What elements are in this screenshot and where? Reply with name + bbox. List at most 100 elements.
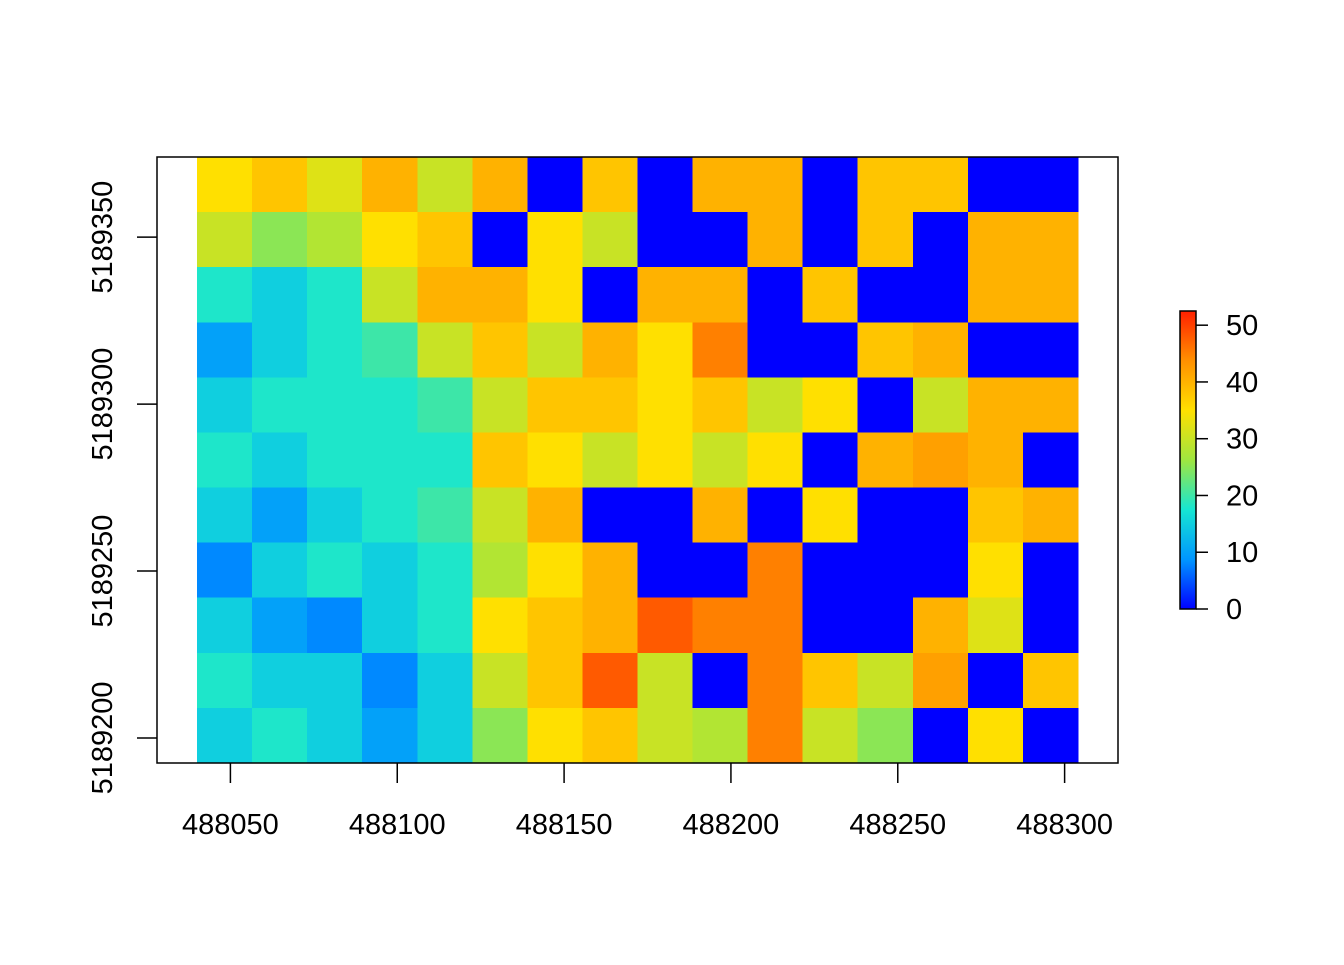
raster-cell — [307, 597, 363, 654]
raster-cell — [1022, 707, 1079, 764]
raster-cell — [747, 267, 804, 323]
raster-cell — [747, 212, 804, 268]
raster-cell — [912, 432, 969, 489]
y-tick-label: 5189200 — [87, 682, 119, 795]
raster-cell — [307, 212, 363, 268]
raster-cell — [362, 652, 418, 709]
raster-cell — [637, 432, 694, 489]
raster-cell — [912, 652, 969, 709]
raster-cell — [857, 322, 914, 378]
raster-cell — [692, 432, 749, 489]
raster-cell — [1022, 432, 1079, 489]
colorbar-tick-label: 10 — [1226, 537, 1258, 569]
raster-cell — [417, 322, 473, 378]
colorbar-tick-label: 50 — [1226, 310, 1258, 342]
raster-cell — [857, 267, 914, 323]
colorbar-tick-label: 20 — [1226, 480, 1258, 512]
raster-cell — [197, 157, 253, 213]
raster-cell — [527, 487, 583, 544]
raster-cell — [307, 157, 363, 213]
raster-cell — [637, 542, 694, 599]
raster-cell — [857, 377, 914, 433]
raster-cell — [307, 377, 363, 433]
raster-cell — [582, 377, 638, 433]
raster-cell — [912, 542, 969, 599]
raster-cell — [1022, 157, 1079, 213]
raster-cell — [252, 157, 308, 213]
raster-cell — [197, 212, 253, 268]
raster-cell — [307, 487, 363, 544]
raster-cell — [527, 652, 583, 709]
raster-cell — [857, 542, 914, 599]
raster-cell — [527, 377, 583, 433]
x-tick-label: 488050 — [182, 809, 279, 841]
raster-cell — [802, 487, 859, 544]
raster-cell — [1022, 377, 1079, 433]
raster-cell — [857, 432, 914, 489]
x-tick-label: 488200 — [683, 809, 780, 841]
raster-cell — [967, 487, 1024, 544]
raster-cell — [802, 322, 859, 378]
raster-cell — [362, 322, 418, 378]
raster-cell — [472, 652, 528, 709]
raster-cell — [692, 707, 749, 764]
raster-cell — [857, 487, 914, 544]
raster-cell — [637, 707, 694, 764]
raster-cell — [417, 487, 473, 544]
raster-cell — [197, 267, 253, 323]
y-tick-label: 5189300 — [87, 348, 119, 461]
raster-cell — [472, 432, 528, 489]
plot-frame — [156, 156, 1119, 764]
raster-cell — [417, 267, 473, 323]
raster-cell — [417, 597, 473, 654]
raster-cell — [417, 707, 473, 764]
raster-cell — [582, 157, 638, 213]
raster-cell — [307, 432, 363, 489]
raster-cell — [967, 597, 1024, 654]
raster-cell — [582, 432, 638, 489]
raster-cell — [582, 652, 638, 709]
raster-cell — [1022, 597, 1079, 654]
raster-cell — [472, 377, 528, 433]
raster-cell — [417, 542, 473, 599]
raster-cell — [802, 212, 859, 268]
raster-cell — [307, 542, 363, 599]
raster-cell — [747, 652, 804, 709]
x-tick-label: 488100 — [349, 809, 446, 841]
raster-cell — [252, 322, 308, 378]
raster-cell — [197, 542, 253, 599]
raster-cell — [1022, 542, 1079, 599]
raster-cell — [967, 212, 1024, 268]
raster-cell — [472, 322, 528, 378]
raster-cell — [527, 432, 583, 489]
raster-cell — [967, 377, 1024, 433]
raster-cell — [307, 267, 363, 323]
y-tick-label: 5189250 — [87, 515, 119, 628]
raster-cell — [747, 157, 804, 213]
raster-cell — [252, 652, 308, 709]
raster-cell — [912, 322, 969, 378]
raster-cell — [857, 212, 914, 268]
raster-cell — [252, 487, 308, 544]
colorbar-tick-label: 40 — [1226, 367, 1258, 399]
raster-cell — [747, 432, 804, 489]
colorbar-tick-label: 0 — [1226, 594, 1242, 626]
raster-cell — [637, 322, 694, 378]
raster-cell — [912, 707, 969, 764]
x-tick-label: 488300 — [1016, 809, 1113, 841]
raster-cell — [527, 597, 583, 654]
raster-cell — [912, 267, 969, 323]
raster-cell — [307, 707, 363, 764]
raster-cell — [692, 597, 749, 654]
raster-cell — [362, 707, 418, 764]
colorbar-tick-label: 30 — [1226, 424, 1258, 456]
raster-cell — [802, 267, 859, 323]
raster-cell — [417, 652, 473, 709]
raster-cell — [252, 597, 308, 654]
raster-cell — [637, 267, 694, 323]
raster-cell — [417, 432, 473, 489]
raster-cell — [967, 652, 1024, 709]
raster-cell — [197, 322, 253, 378]
raster-cell — [527, 707, 583, 764]
